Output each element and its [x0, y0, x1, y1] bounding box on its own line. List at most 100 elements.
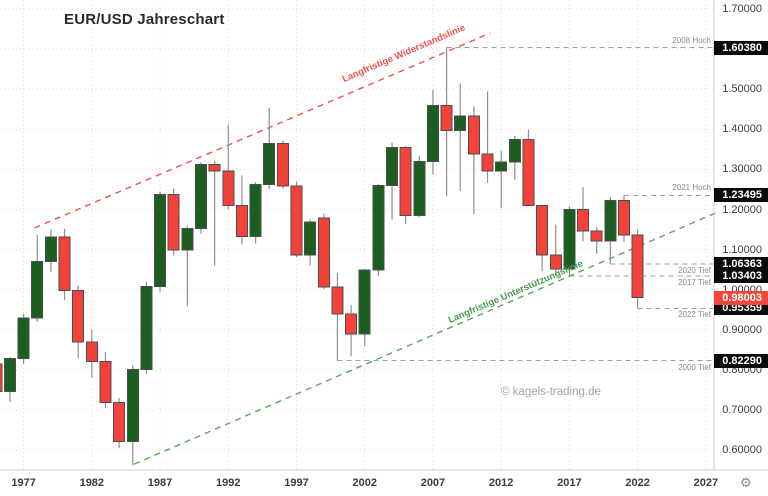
- candle-body: [58, 236, 71, 292]
- candle-body: [113, 401, 126, 443]
- candle-2009[interactable]: [454, 83, 467, 192]
- candle-body: [290, 185, 303, 256]
- candle-1991[interactable]: [208, 160, 221, 266]
- candle-body: [44, 236, 57, 263]
- price-level-box[interactable]: 0.82290: [714, 353, 768, 368]
- candle-body: [317, 217, 330, 288]
- candle-body: [181, 227, 194, 251]
- candle-body: [222, 170, 235, 206]
- candle-1986[interactable]: [140, 281, 153, 374]
- candle-2008[interactable]: [440, 47, 453, 197]
- price-level-box[interactable]: 1.60380: [714, 40, 768, 55]
- candle-body: [604, 200, 617, 242]
- candle-1979[interactable]: [44, 229, 57, 272]
- candle-1975[interactable]: [0, 352, 3, 394]
- candle-2016[interactable]: [549, 224, 562, 276]
- annotation-label: 2000 Tief: [678, 362, 711, 372]
- candle-2022[interactable]: [631, 229, 644, 309]
- year-tick-label: 2012: [488, 477, 514, 489]
- candle-1982[interactable]: [85, 329, 98, 378]
- candle-1980[interactable]: [58, 228, 71, 300]
- candle-1978[interactable]: [31, 234, 44, 322]
- candle-2000[interactable]: [331, 272, 344, 361]
- price-tick-label: 1.40000: [722, 123, 762, 136]
- candle-body: [577, 209, 590, 232]
- price-tick-label: 0.90000: [722, 323, 762, 336]
- candle-2012[interactable]: [495, 150, 508, 208]
- candle-2005[interactable]: [399, 146, 412, 224]
- candle-2018[interactable]: [577, 187, 590, 242]
- candle-body: [454, 115, 467, 132]
- candle-2007[interactable]: [426, 90, 439, 175]
- candle-body: [413, 160, 426, 217]
- settings-gear-icon[interactable]: ⚙: [740, 476, 752, 491]
- candle-1998[interactable]: [304, 219, 317, 266]
- candle-2004[interactable]: [386, 142, 399, 220]
- candle-1983[interactable]: [99, 351, 112, 408]
- chart-title: EUR/USD Jahreschart: [64, 11, 225, 28]
- candle-2002[interactable]: [358, 269, 371, 347]
- candle-body: [617, 200, 630, 236]
- candle-body: [386, 146, 399, 186]
- year-tick-label: 1977: [11, 477, 36, 489]
- year-tick-label: 1987: [147, 477, 173, 489]
- candle-body: [208, 164, 221, 172]
- candle-2011[interactable]: [481, 91, 494, 183]
- candle-2021[interactable]: [617, 195, 630, 242]
- candle-2020[interactable]: [604, 197, 617, 265]
- year-tick-label: 2007: [420, 477, 446, 489]
- year-tick-label: 2022: [625, 477, 650, 489]
- candle-2001[interactable]: [345, 304, 358, 357]
- candle-1999[interactable]: [317, 213, 330, 289]
- candle-2010[interactable]: [467, 106, 480, 215]
- candle-1993[interactable]: [235, 175, 248, 245]
- candle-2019[interactable]: [590, 227, 603, 255]
- candle-1996[interactable]: [276, 140, 289, 189]
- candle-2013[interactable]: [508, 136, 521, 180]
- candle-body: [72, 290, 85, 343]
- candle-1985[interactable]: [126, 365, 139, 466]
- price-level-box[interactable]: 1.03403: [714, 269, 768, 284]
- candle-1976[interactable]: [3, 357, 16, 402]
- candle-body: [631, 234, 644, 299]
- candle-2006[interactable]: [413, 155, 426, 218]
- resistance-trendline[interactable]: [34, 32, 491, 229]
- candle-2003[interactable]: [372, 184, 385, 277]
- year-tick-label: 2027: [693, 477, 719, 489]
- price-axis[interactable]: 1.70000 1.50000 1.40000 1.30000 1.20000 1.100…: [714, 0, 768, 469]
- candle-body: [372, 184, 385, 271]
- candle-body: [249, 184, 262, 237]
- candle-1997[interactable]: [290, 181, 303, 258]
- price-level-box[interactable]: 1.06363: [714, 257, 768, 272]
- candle-1984[interactable]: [113, 397, 126, 449]
- candle-1977[interactable]: [17, 313, 30, 364]
- price-tick-label: 1.10000: [722, 243, 762, 256]
- year-tick-label: 1997: [284, 477, 309, 489]
- candle-2017[interactable]: [563, 206, 576, 277]
- annotation-label: 2017 Tief: [678, 278, 711, 288]
- candle-body: [481, 153, 494, 172]
- current-price-box[interactable]: 0.98003: [714, 290, 768, 305]
- candle-1987[interactable]: [154, 191, 167, 292]
- candle-body: [508, 139, 521, 163]
- candle-1995[interactable]: [263, 107, 276, 190]
- candle-1990[interactable]: [194, 162, 207, 234]
- candle-2014[interactable]: [522, 129, 535, 206]
- candle-1992[interactable]: [222, 124, 235, 210]
- candle-1988[interactable]: [167, 188, 180, 256]
- price-tick-label: 1.70000: [722, 3, 762, 15]
- candle-body: [536, 204, 549, 256]
- candle-1989[interactable]: [181, 225, 194, 307]
- price-level-box[interactable]: 0.95359: [714, 301, 768, 316]
- candle-1994[interactable]: [249, 182, 262, 244]
- support-trendline[interactable]: [133, 212, 716, 465]
- candle-body: [358, 269, 371, 335]
- candle-body: [426, 105, 439, 162]
- candle-body: [3, 358, 16, 393]
- price-level-box[interactable]: 1.23495: [714, 188, 768, 203]
- candle-2015[interactable]: [536, 204, 549, 272]
- candle-1981[interactable]: [72, 285, 85, 359]
- watermark: © kagels-trading.de: [501, 386, 601, 398]
